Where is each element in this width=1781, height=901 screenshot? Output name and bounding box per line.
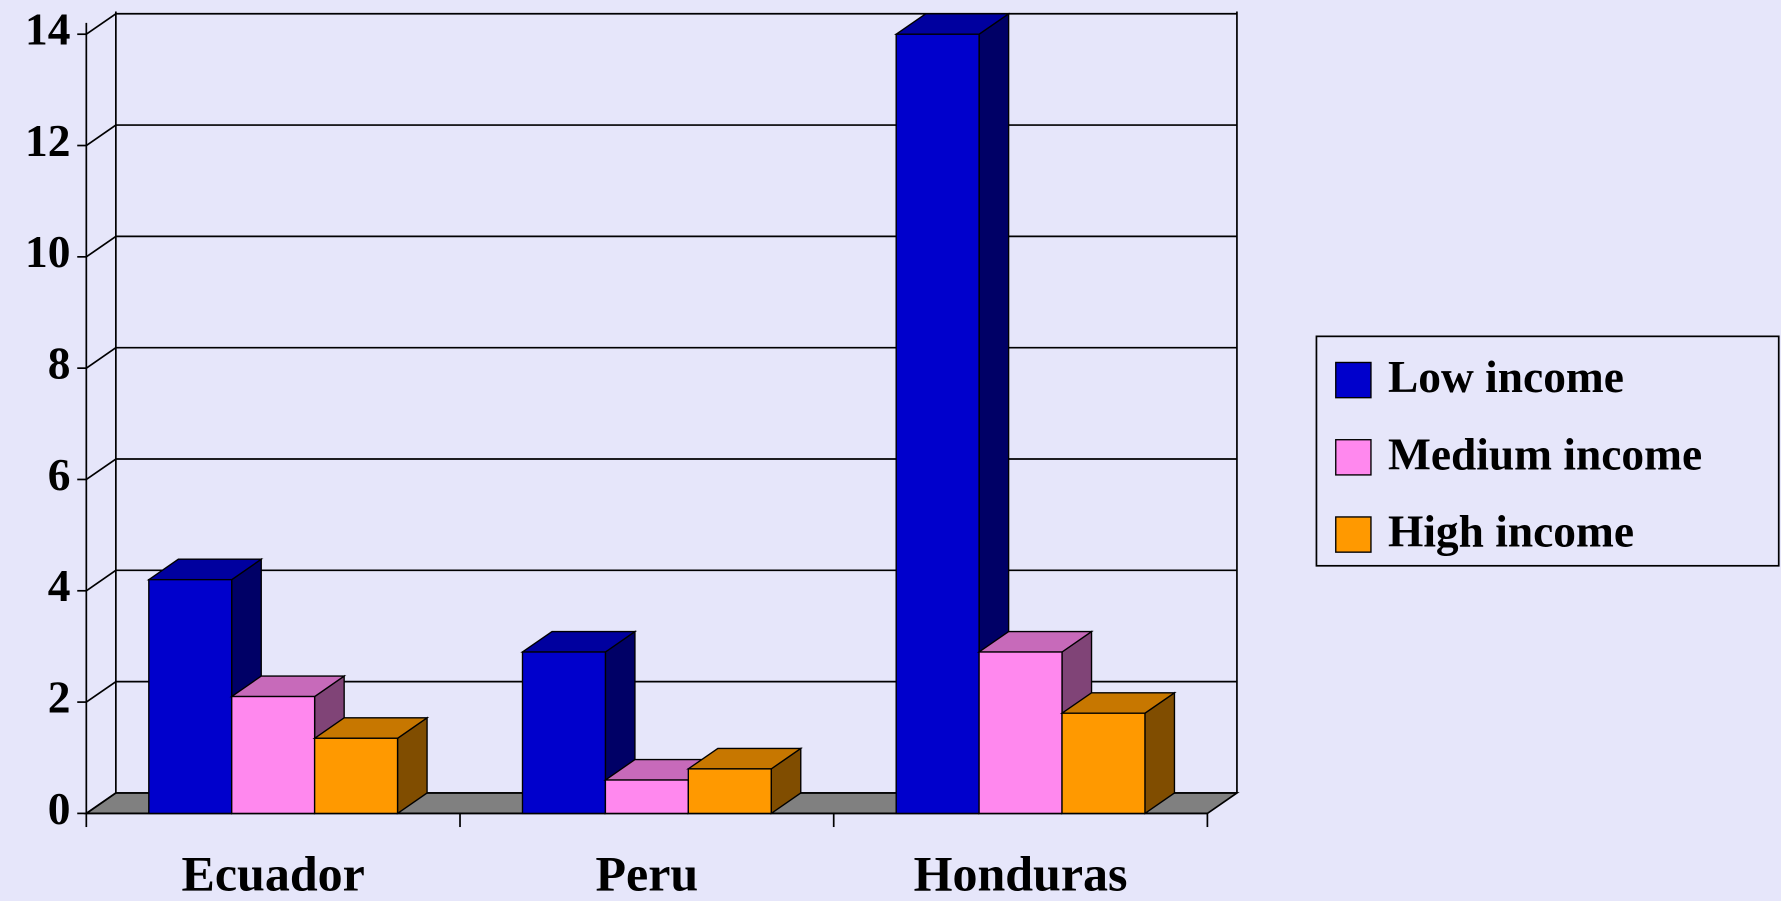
wall-tick [85,680,117,703]
y-tick-label: 6 [48,450,71,500]
y-tick-label: 12 [25,116,70,166]
y-tick-label: 14 [25,5,70,55]
bar [1061,712,1146,815]
bar [604,779,690,815]
wall-tick [85,458,117,481]
legend-label: High income [1388,507,1634,557]
legend-box [1315,335,1780,567]
bar [313,737,399,815]
wall-tick [85,792,117,815]
y-tick-label: 10 [25,227,70,277]
legend-swatch [1335,439,1372,476]
wall-tick [85,347,117,369]
wall-tick [85,124,117,147]
bar [895,33,980,815]
bar [231,695,316,815]
y-tick-label: 4 [48,561,71,611]
y-tick-label: 2 [48,673,71,723]
x-tick-label: Ecuador [182,846,365,901]
legend-label: Medium income [1388,429,1702,479]
bar [521,651,607,815]
wall-tick [85,13,117,35]
bar [148,578,233,815]
legend-swatch [1335,516,1372,553]
legend-label: Low income [1388,352,1624,402]
bar [978,651,1063,815]
y-tick-label: 8 [48,339,71,389]
x-tick-label: Peru [596,846,699,901]
legend-swatch [1335,361,1372,399]
x-tick-label: Honduras [914,846,1128,901]
y-tick-label: 0 [48,784,71,834]
wall-tick [85,569,117,592]
bar [687,768,772,815]
wall-tick [85,235,117,258]
